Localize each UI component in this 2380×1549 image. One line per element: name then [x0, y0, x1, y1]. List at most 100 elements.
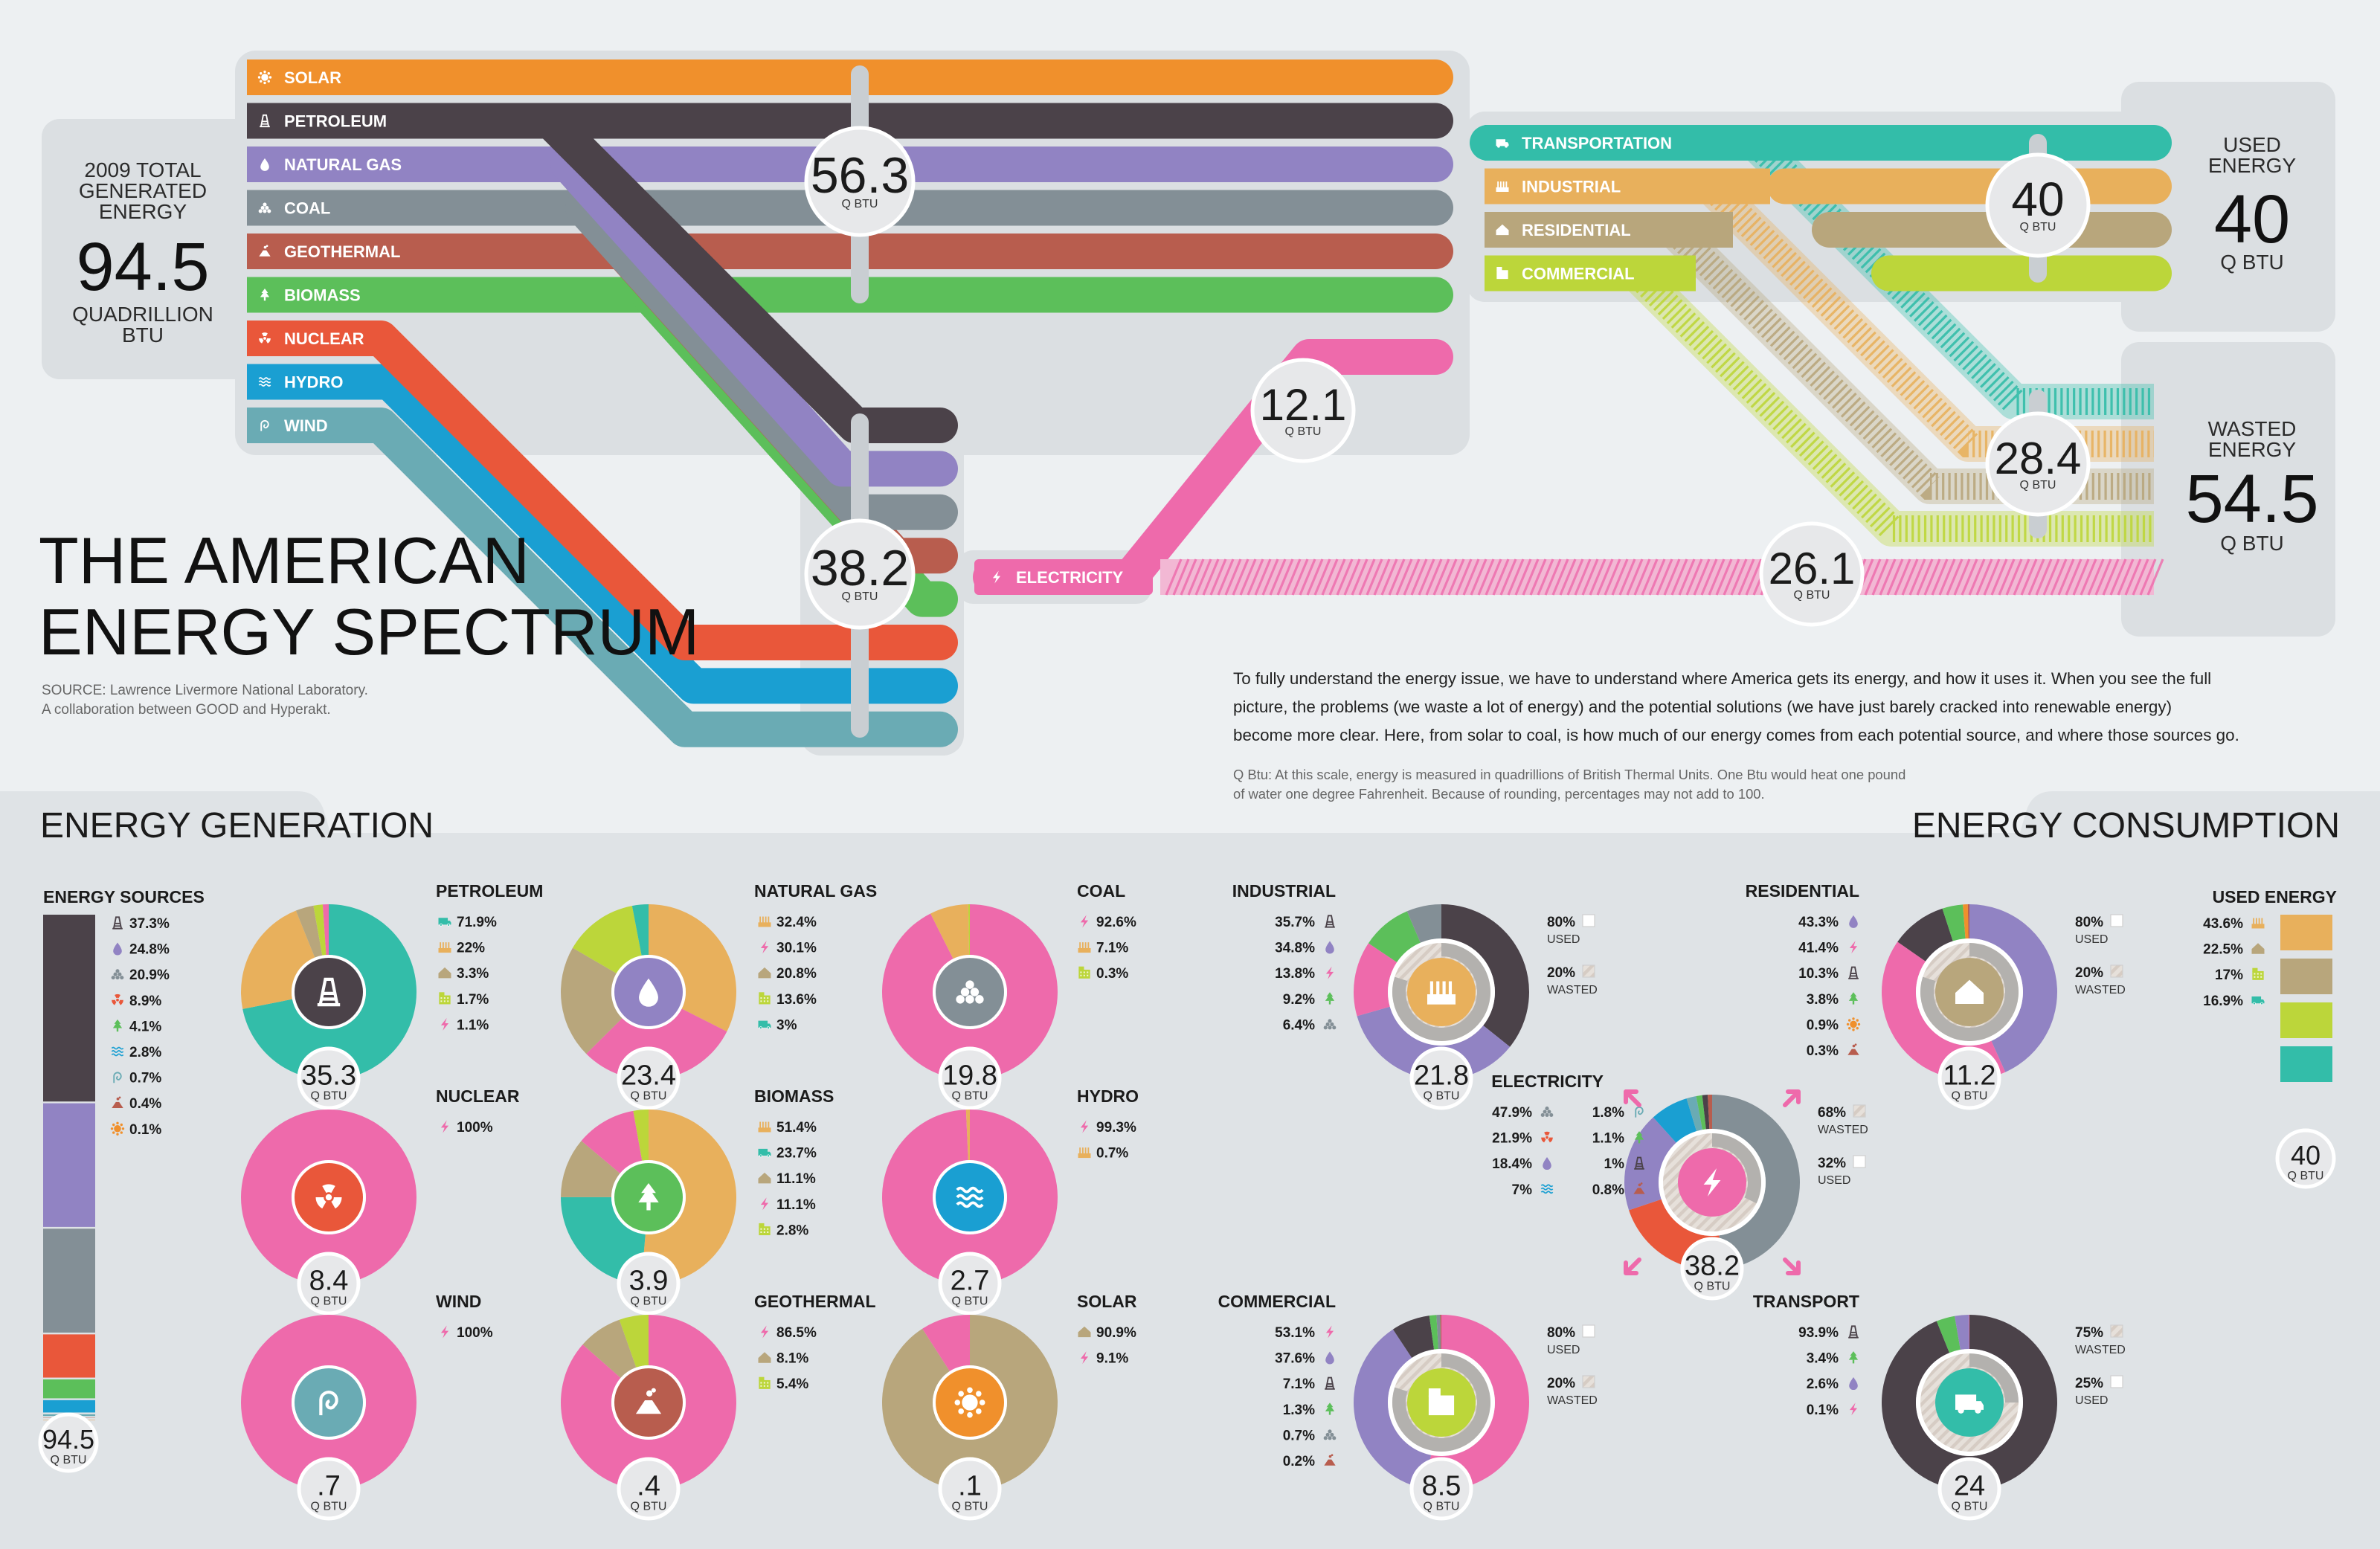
note-text: of water one degree Fahrenheit. Because … [1233, 786, 1765, 802]
flow-value: 12.1 [1260, 380, 1347, 430]
legend-pct: 1.8% [1592, 1105, 1624, 1121]
efficiency-label: WASTED [2075, 1344, 2126, 1356]
flow-value: 11.2 [1943, 1060, 1995, 1091]
legend-pct: 0.4% [129, 1096, 161, 1112]
bar-segment [43, 1379, 95, 1398]
legend-pct: 37.6% [1275, 1351, 1315, 1367]
legend-pct: 100% [457, 1325, 493, 1341]
legend-pct: 7% [1512, 1182, 1533, 1198]
efficiency-swatch [2111, 1325, 2123, 1337]
unit-label: Q BTU [631, 1500, 667, 1513]
flow-value: 23.4 [621, 1060, 676, 1091]
sector-label: TRANSPORTATION [1522, 134, 1672, 152]
sun-icon [1847, 1017, 1860, 1031]
legend-pct: 0.3% [1807, 1043, 1839, 1059]
center-disc [1407, 958, 1476, 1026]
legend-pct: 13.6% [776, 992, 817, 1008]
efficiency-pct: 20% [1547, 965, 1575, 981]
legend-pct: 53.1% [1275, 1325, 1315, 1341]
bar-segment [43, 1400, 95, 1413]
donut-title: COMMERCIAL [1218, 1292, 1336, 1311]
donut-total: 24Q BTU [1940, 1459, 1999, 1519]
legend-pct: 7.1% [1096, 941, 1128, 956]
sector-label: RESIDENTIAL [1522, 221, 1631, 239]
donut-total: 8.4Q BTU [299, 1254, 358, 1313]
bar-title: USED ENERGY [2213, 887, 2337, 906]
donut-title: TRANSPORT [1753, 1292, 1859, 1311]
legend-pct: 0.9% [1807, 1017, 1839, 1033]
efficiency-label: USED [1818, 1174, 1850, 1187]
donut-title: COAL [1077, 881, 1125, 901]
legend-pct: 43.3% [1798, 915, 1839, 930]
unit-label: Q BTU [311, 1295, 347, 1307]
efficiency-pct: 20% [2075, 965, 2103, 981]
efficiency-pct: 32% [1818, 1156, 1846, 1171]
legend-pct: 2.6% [1807, 1376, 1839, 1392]
title-line: ENERGY SPECTRUM [39, 595, 699, 669]
unit-label: Q BTU [842, 590, 878, 603]
used-value: 40 [2214, 181, 2290, 257]
wasted-unit: Q BTU [2220, 532, 2284, 555]
flow-value: .7 [317, 1470, 341, 1501]
donut-total: 23.4Q BTU [619, 1049, 678, 1108]
total-label: GENERATED [79, 179, 207, 202]
legend-pct: 10.3% [1798, 966, 1839, 982]
legend-pct: 20.8% [776, 966, 817, 982]
section-title-consumption: ENERGY CONSUMPTION [1912, 806, 2340, 846]
sun-icon [954, 1387, 985, 1417]
legend-pct: 18.4% [1492, 1156, 1532, 1172]
flow-value: 24 [1954, 1470, 1985, 1501]
legend-pct: 13.8% [1275, 966, 1315, 982]
flow-value: .4 [637, 1470, 660, 1501]
unit-label: Q BTU [1794, 589, 1830, 602]
legend-pct: 0.7% [129, 1071, 161, 1086]
donut-title: NATURAL GAS [754, 881, 877, 901]
legend-pct: 0.2% [1283, 1454, 1315, 1469]
donut-title: GEOTHERMAL [754, 1292, 876, 1311]
efficiency-label: WASTED [1818, 1124, 1868, 1136]
unit-label: Q BTU [952, 1295, 988, 1307]
total-label: 2009 TOTAL [84, 158, 201, 181]
donut-total: 19.8Q BTU [940, 1049, 1000, 1108]
legend-pct: 9.1% [1096, 1351, 1128, 1367]
source-label: BIOMASS [284, 286, 361, 305]
legend-pct: 1.7% [457, 992, 489, 1008]
donut-total: 2.7Q BTU [940, 1254, 1000, 1313]
source-credit: SOURCE: Lawrence Livermore National Labo… [42, 683, 368, 698]
sun-icon [258, 71, 271, 84]
legend-pct: 0.8% [1592, 1182, 1624, 1198]
bar-segment [2280, 915, 2332, 950]
efficiency-label: USED [1547, 933, 1580, 946]
efficiency-swatch [1583, 1325, 1595, 1337]
source-label: HYDRO [284, 373, 343, 392]
legend-pct: 7.1% [1283, 1376, 1315, 1392]
legend-pct: 17% [2215, 967, 2243, 983]
efficiency-pct: 20% [1547, 1376, 1575, 1391]
unit-label: Q BTU [631, 1089, 667, 1102]
donut-title: INDUSTRIAL [1232, 881, 1336, 901]
legend-pct: 43.6% [2203, 916, 2243, 932]
efficiency-label: WASTED [1547, 1394, 1598, 1407]
efficiency-label: WASTED [1547, 984, 1598, 996]
flow-value: 40 [2291, 1140, 2320, 1170]
efficiency-swatch [2111, 1376, 2123, 1388]
bar-segment [43, 915, 95, 1101]
legend-pct: 34.8% [1275, 941, 1315, 956]
wasted-value: 54.5 [2185, 461, 2318, 537]
total-unit: BTU [122, 323, 164, 347]
donut-title: HYDRO [1077, 1086, 1139, 1106]
total-value: 94.5 [76, 229, 209, 305]
legend-pct: 3.4% [1807, 1351, 1839, 1367]
donut-total: 11.2Q BTU [1940, 1049, 1999, 1108]
efficiency-pct: 75% [2075, 1325, 2103, 1341]
source-credit: A collaboration between GOOD and Hyperak… [42, 702, 331, 718]
used-label: ENERGY [2208, 154, 2297, 177]
efficiency-pct: 25% [2075, 1376, 2103, 1391]
legend-pct: 1.1% [457, 1017, 489, 1033]
flow-value: 3.9 [629, 1265, 669, 1296]
flow-value: 2.7 [951, 1265, 990, 1296]
efficiency-pct: 68% [1818, 1105, 1846, 1121]
bar-segment [43, 1228, 95, 1333]
legend-pct: 11.1% [776, 1171, 816, 1187]
